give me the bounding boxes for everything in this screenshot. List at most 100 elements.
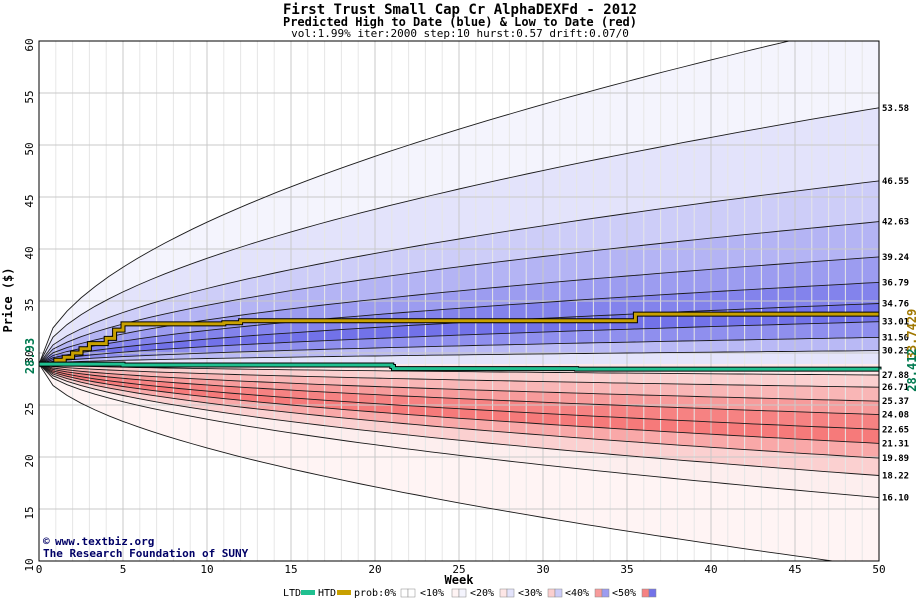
- right-value-label: 24.08: [882, 411, 909, 421]
- y-tick-label: 60: [23, 38, 36, 51]
- contour-line: [39, 336, 879, 365]
- right-value-label: 30.23: [882, 347, 909, 357]
- x-tick-label: 10: [200, 563, 213, 576]
- contour-line: [39, 363, 879, 388]
- htd-end-label: 33.7429: [905, 309, 919, 360]
- legend-swatch-50: [641, 588, 657, 598]
- chart-parameters: vol:1.99% iter:2000 step:10 hurst:0.57 d…: [291, 27, 629, 40]
- copyright-icon: ©: [43, 535, 50, 548]
- x-tick-label: 0: [36, 563, 43, 576]
- legend-swatch-high: [648, 588, 657, 598]
- low-band: [39, 364, 879, 498]
- right-value-label: 19.89: [882, 454, 909, 464]
- series-line-ltd: [39, 362, 881, 371]
- contour-line: [39, 281, 879, 365]
- right-percentile-labels: 53.58 46.55 42.63 39.24 36.79 34.76 33.01 31.50…: [882, 104, 910, 504]
- y-tick-label: 50: [23, 142, 36, 155]
- high-band: [39, 256, 879, 365]
- credit-org: The Research Foundation of SUNY: [43, 547, 249, 560]
- x-tick-label: 30: [536, 563, 549, 576]
- right-value-label: 33.01: [882, 318, 909, 328]
- right-value-label: 53.58: [882, 104, 909, 114]
- axis-ticks: 0 5 10 15 20 25 30 35 40 45 50 10 15 20 25 30 35 40 45 50 55…: [23, 38, 886, 576]
- legend-swatch-low: [451, 588, 460, 598]
- legend-ltd-swatch: [301, 590, 315, 595]
- legend-ltd-label: LTD: [283, 588, 301, 599]
- x-tick-label: 50: [872, 563, 885, 576]
- y-tick-label: 30: [23, 350, 36, 363]
- right-value-label: 39.24: [882, 253, 910, 263]
- y-tick-label: 20: [23, 454, 36, 467]
- contour-line: [39, 321, 879, 365]
- right-value-label: 27.88: [882, 371, 909, 381]
- x-tick-label: 35: [620, 563, 633, 576]
- x-axis-label: Week: [445, 573, 475, 587]
- right-value-label: 46.55: [882, 177, 909, 187]
- y-tick-label: 40: [23, 246, 36, 259]
- chart-subtitle: Predicted High to Date (blue) & Low to D…: [283, 15, 637, 29]
- high-band: [39, 41, 879, 365]
- x-tick-label: 5: [120, 563, 127, 576]
- right-value-label: 25.37: [882, 397, 909, 407]
- series-line-htd: [39, 312, 879, 366]
- x-tick-label: 45: [788, 563, 801, 576]
- contour-line: [39, 221, 879, 365]
- contour-line: [39, 363, 879, 459]
- high-band: [39, 180, 879, 365]
- y-axis-label: Price ($): [1, 267, 15, 332]
- legend-item-30: <30%: [518, 588, 542, 599]
- low-band: [39, 364, 879, 415]
- contour-line: [39, 363, 879, 430]
- legend-swatch-low: [547, 588, 556, 598]
- legend-swatch-high: [458, 588, 467, 598]
- legend-item-50: <50%: [612, 588, 636, 599]
- legend-swatch-high: [601, 588, 610, 598]
- legend-item-20: <20%: [470, 588, 494, 599]
- y-tick-label: 25: [23, 402, 36, 415]
- legend-swatch-0: [400, 588, 416, 598]
- contour-line: [39, 363, 879, 416]
- legend-swatch-high: [554, 588, 563, 598]
- y-tick-label: 15: [23, 506, 36, 519]
- ltd-end-label: 28.412: [905, 348, 919, 391]
- high-band: [39, 221, 879, 365]
- y-tick-label: 35: [23, 298, 36, 311]
- chart-title: First Trust Small Cap Cr AlphaDEXFd - 20…: [283, 2, 637, 18]
- credit-box: © www.textbiz.org The Research Foundatio…: [43, 535, 249, 560]
- legend-htd-label: HTD: [318, 588, 336, 599]
- legend-swatch-low: [641, 588, 650, 598]
- legend-item-40: <40%: [565, 588, 589, 599]
- right-value-label: 34.76: [882, 299, 909, 309]
- legend-swatch-low: [594, 588, 603, 598]
- credit-url: www.textbiz.org: [55, 535, 154, 548]
- contour-line: [39, 363, 879, 402]
- high-band: [39, 282, 879, 365]
- contour-line: [39, 363, 836, 561]
- low-band: [39, 364, 879, 430]
- start-price-label: 28.93: [23, 338, 37, 374]
- right-value-label: 42.63: [882, 218, 909, 228]
- x-tick-label: 15: [284, 563, 297, 576]
- contour-line: [39, 363, 879, 376]
- right-value-label: 31.50: [882, 333, 909, 343]
- legend-htd-swatch: [337, 590, 351, 595]
- right-value-label: 21.31: [882, 439, 909, 449]
- contour-line: [39, 363, 879, 476]
- contour-line: [39, 350, 879, 365]
- legend-swatch-10: [451, 588, 467, 598]
- y-tick-label: 10: [23, 558, 36, 571]
- grid-lines: [38, 40, 880, 562]
- right-value-label: 16.10: [882, 494, 909, 504]
- legend-prob-label: prob:0%: [354, 588, 396, 599]
- legend-swatch-low: [499, 588, 508, 598]
- plot-frame: [38, 40, 880, 562]
- x-tick-label: 25: [452, 563, 465, 576]
- low-band: [39, 364, 879, 476]
- right-value-label: 36.79: [882, 278, 909, 288]
- low-band: [39, 364, 879, 459]
- x-tick-label: 40: [704, 563, 717, 576]
- x-tick-label: 20: [368, 563, 381, 576]
- legend-item-10: <10%: [420, 588, 444, 599]
- legend-swatch-low: [400, 588, 409, 598]
